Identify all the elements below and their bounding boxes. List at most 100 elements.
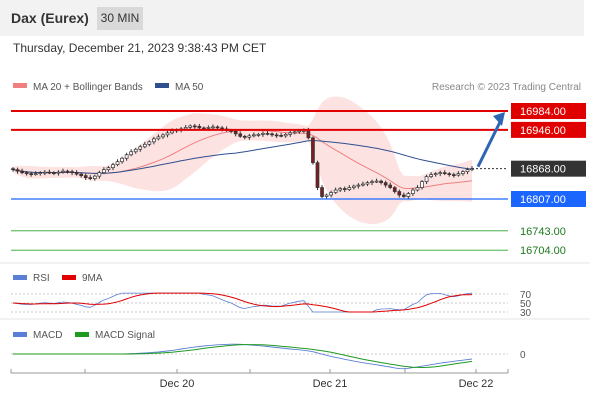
macd-signal-legend-label: MACD Signal <box>95 330 155 341</box>
candle-body <box>447 173 452 175</box>
candle-body <box>65 170 70 173</box>
candle <box>320 185 324 199</box>
resistance-tag <box>511 103 586 119</box>
last-price-tag <box>511 160 586 177</box>
candle-body <box>388 184 393 188</box>
rsi-level-label: 70 <box>520 290 532 301</box>
candle-body <box>315 162 320 188</box>
candle <box>52 171 56 176</box>
candle-body <box>102 169 106 173</box>
candle-body <box>29 173 34 175</box>
ma50-line <box>12 139 473 174</box>
candle <box>238 131 243 138</box>
candle-body <box>283 134 288 137</box>
rsi-level-label: 30 <box>520 308 532 319</box>
candle-body <box>261 133 265 135</box>
support-label: 16743.00 <box>520 226 566 238</box>
candle-body <box>197 126 202 129</box>
candle <box>120 156 124 164</box>
candle <box>270 132 274 137</box>
candle <box>138 144 143 152</box>
candle-body <box>465 169 470 173</box>
candle-body <box>56 171 61 174</box>
candle-body <box>365 182 370 185</box>
candle <box>342 186 347 193</box>
instrument-title: Dax (Eurex) <box>11 10 89 26</box>
candle <box>347 185 352 192</box>
candle-body <box>129 151 134 156</box>
resistance-label: 16984.00 <box>520 106 566 118</box>
candle-body <box>24 172 29 174</box>
candle <box>433 172 438 177</box>
forecast-arrow-head <box>493 112 505 126</box>
candle <box>42 170 47 176</box>
macd-panel: 0 <box>11 343 526 370</box>
macd-legend-swatch <box>13 332 27 337</box>
candle-body <box>411 189 415 194</box>
candle <box>242 134 247 140</box>
last-price-label: 16868.00 <box>520 164 566 176</box>
candle-body <box>97 172 102 177</box>
candle-body <box>401 194 406 197</box>
candle-body <box>442 172 447 174</box>
candle-body <box>451 174 456 176</box>
candle-body <box>161 134 165 138</box>
candle <box>20 168 24 175</box>
candle-body <box>206 127 211 129</box>
candle-body <box>33 173 38 175</box>
candle <box>374 178 379 184</box>
candle-body <box>152 138 156 143</box>
candle-body <box>288 132 293 135</box>
candle-body <box>115 161 120 166</box>
candle <box>106 166 111 172</box>
candle <box>197 123 202 130</box>
candle-body <box>279 135 283 137</box>
candle <box>451 172 456 178</box>
candle-body <box>342 188 347 190</box>
candle-body <box>106 167 111 171</box>
candle <box>415 185 420 192</box>
candle <box>79 172 84 178</box>
candle <box>133 147 138 154</box>
candle <box>465 167 470 175</box>
candle <box>438 170 443 177</box>
forecast-arrow-shaft <box>476 117 504 168</box>
ma20-legend-label: MA 20 + Bollinger Bands <box>33 82 143 93</box>
candle <box>261 131 265 137</box>
candle <box>392 186 397 194</box>
candle-body <box>238 133 243 137</box>
ma50-legend-swatch <box>155 83 169 88</box>
candle-body <box>15 169 20 172</box>
timestamp: Thursday, December 21, 2023 9:38:43 PM C… <box>13 41 267 55</box>
candle <box>97 170 102 179</box>
candle <box>420 180 424 190</box>
candle <box>152 136 156 145</box>
macd-legend-label: MACD <box>33 330 62 341</box>
candle-body <box>211 126 215 129</box>
candle-body <box>170 130 174 134</box>
candle <box>74 170 79 176</box>
candle-body <box>70 171 74 174</box>
candle <box>283 132 288 138</box>
candle <box>61 168 65 174</box>
candle-body <box>120 157 124 163</box>
candle-body <box>220 127 224 130</box>
candle-body <box>124 154 129 159</box>
candle <box>279 132 283 138</box>
ma50-legend-label: MA 50 <box>175 82 204 93</box>
candle-body <box>92 175 97 179</box>
candle-body <box>333 189 338 193</box>
candle <box>274 132 279 138</box>
candle-body <box>215 126 220 129</box>
candle-body <box>320 187 324 197</box>
candle <box>56 170 61 176</box>
bollinger-band <box>13 96 472 225</box>
candle <box>124 152 129 161</box>
candle-body <box>133 148 138 153</box>
timeframe-button[interactable]: 30 MIN <box>97 7 143 30</box>
candle <box>265 130 270 136</box>
candle-body <box>324 194 329 197</box>
candle-body <box>429 174 433 177</box>
candle-body <box>370 181 374 183</box>
